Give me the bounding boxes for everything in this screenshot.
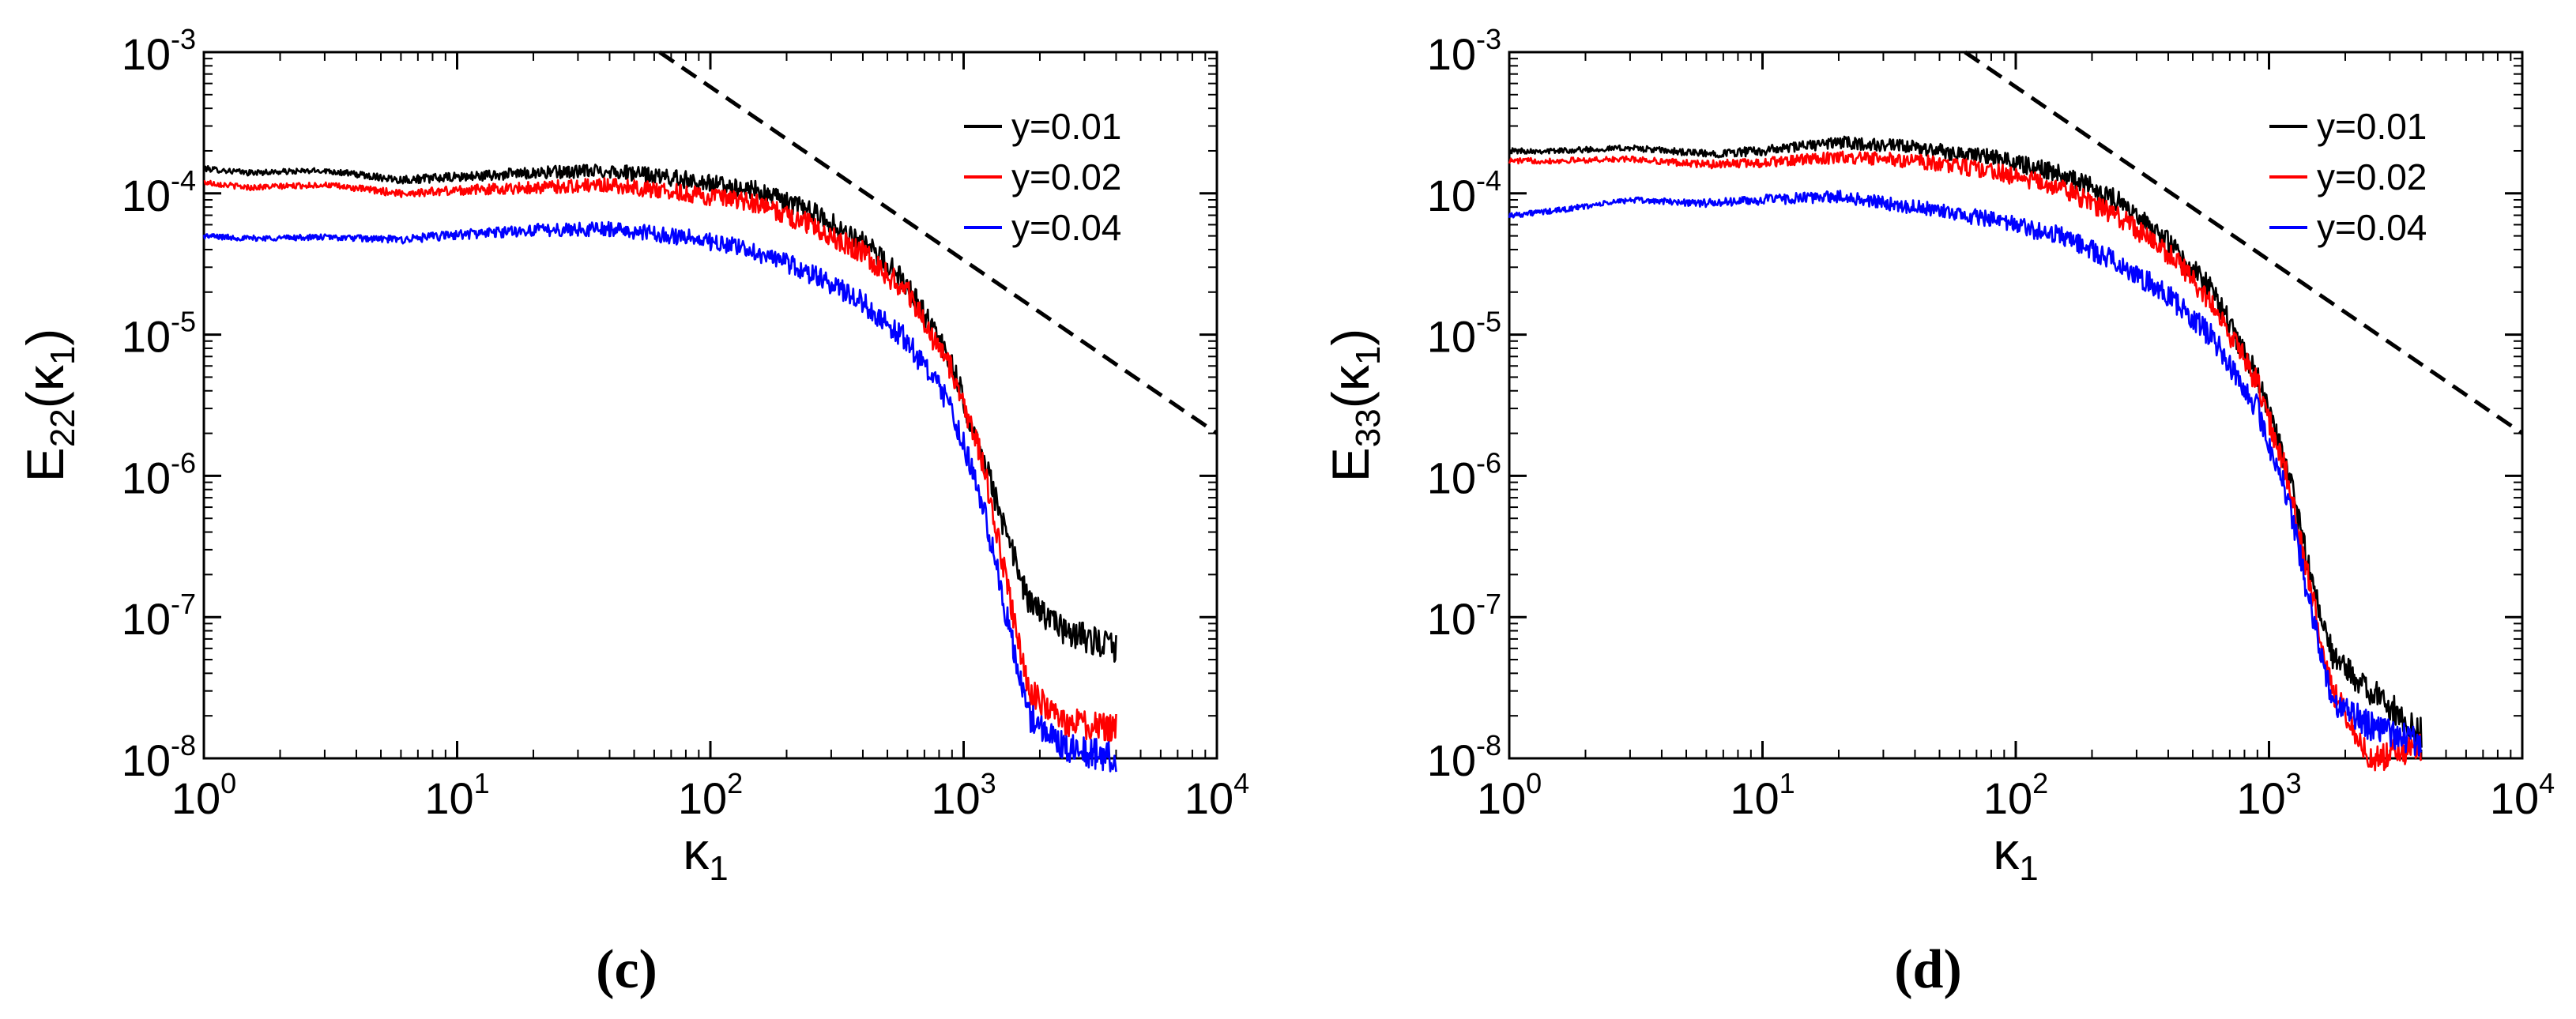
- legend: y=0.01 y=0.02 y=0.04: [2269, 106, 2427, 248]
- panel-label: (c): [596, 939, 657, 1000]
- x-tick-label: 104: [2490, 767, 2555, 823]
- panel-d: 100 101 102 103 10410-810-710-610-510-410-3 …: [1321, 23, 2555, 1000]
- x-axis-label: κ1: [683, 822, 728, 888]
- x-tick-label: 104: [1184, 767, 1249, 823]
- x-tick-label: 102: [678, 767, 743, 823]
- panel-label: (d): [1894, 939, 1962, 1000]
- panel-c: 100 101 102 103 10410-810-710-610-510-410-3 …: [16, 23, 1249, 1000]
- y-tick-label: 10-3: [1427, 23, 1501, 79]
- y-tick-label: 10-8: [1427, 729, 1501, 785]
- legend-label: y=0.04: [1011, 207, 1121, 248]
- y-tick-label: 10-7: [122, 588, 196, 644]
- series-lines: [1508, 135, 2423, 772]
- reference-slope-line: [658, 50, 1218, 435]
- x-tick-label: 100: [171, 767, 236, 823]
- reference-slope-line: [1964, 50, 2524, 435]
- series-line-y=0.04: [1508, 190, 2423, 757]
- x-tick-label: 100: [1477, 767, 1542, 823]
- legend-label: y=0.02: [1011, 156, 1121, 197]
- y-tick-label: 10-5: [122, 306, 196, 362]
- x-axis-label: κ1: [1993, 822, 2038, 888]
- series-line-y=0.02: [203, 177, 1117, 743]
- y-axis-label: E33(κ1): [1321, 329, 1388, 482]
- axis-ticks: 100 101 102 103 104 10-8 10-7 10-6 10-5 10-4 10-3: [1427, 23, 2555, 823]
- series-line-y=0.02: [1508, 150, 2423, 772]
- legend-label: y=0.04: [2317, 207, 2427, 248]
- y-tick-label: 10-6: [1427, 446, 1501, 502]
- reference-line: [658, 50, 1218, 435]
- axis-ticks: 100 101 102 103 104 10-8 10-7 10-6 10-5 10-4 10-3: [122, 23, 1249, 823]
- y-tick-label: 10-8: [122, 729, 196, 785]
- reference-line: [1964, 50, 2524, 435]
- y-tick-label: 10-6: [122, 446, 196, 502]
- series-line-y=0.04: [202, 220, 1117, 773]
- series-lines: [202, 164, 1117, 773]
- x-tick-label: 103: [931, 767, 996, 823]
- y-tick-label: 10-5: [1427, 306, 1501, 362]
- legend-label: y=0.01: [1011, 106, 1121, 147]
- x-tick-label: 101: [1730, 767, 1795, 823]
- y-tick-label: 10-3: [122, 23, 196, 79]
- legend: y=0.01 y=0.02 y=0.04: [964, 106, 1121, 248]
- x-tick-label: 103: [2236, 767, 2301, 823]
- legend-label: y=0.02: [2317, 156, 2427, 197]
- y-tick-label: 10-4: [1427, 164, 1501, 220]
- x-tick-label: 102: [1983, 767, 2048, 823]
- y-axis-label: E22(κ1): [16, 329, 82, 482]
- x-tick-label: 101: [424, 767, 489, 823]
- y-tick-label: 10-7: [1427, 588, 1501, 644]
- y-tick-label: 10-4: [122, 164, 196, 220]
- legend-label: y=0.01: [2317, 106, 2427, 147]
